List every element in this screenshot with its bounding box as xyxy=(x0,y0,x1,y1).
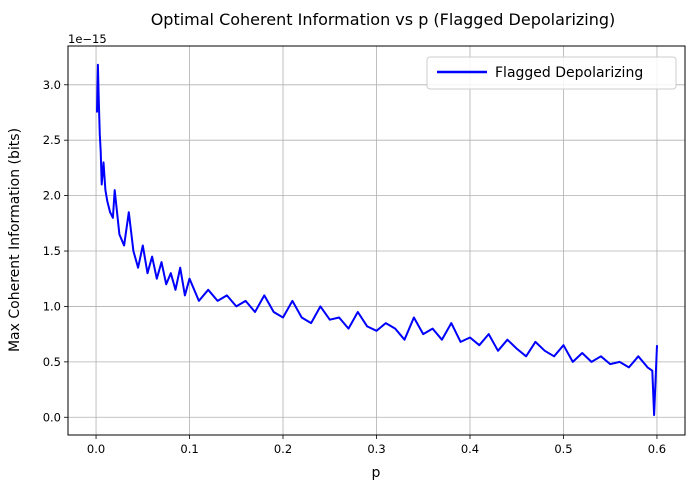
y-axis-label: Max Coherent Information (bits) xyxy=(7,128,23,352)
y-tick-label: 2.5 xyxy=(43,133,61,147)
x-tick-label: 0.5 xyxy=(554,442,572,456)
y-axis: 0.0 0.5 1.0 1.5 2.0 2.5 3.0 xyxy=(43,78,68,424)
y-tick-label: 1.5 xyxy=(43,244,61,258)
grid xyxy=(68,46,685,435)
legend-label: Flagged Depolarizing xyxy=(495,65,643,81)
y-tick-label: 3.0 xyxy=(43,78,61,92)
x-tick-label: 0.0 xyxy=(87,442,105,456)
x-tick-label: 0.2 xyxy=(274,442,292,456)
y-tick-label: 0.0 xyxy=(43,410,61,424)
y-tick-label: 2.0 xyxy=(43,189,61,203)
x-axis: 0.0 0.1 0.2 0.3 0.4 0.5 0.6 xyxy=(87,435,666,456)
legend: Flagged Depolarizing xyxy=(426,56,677,90)
y-tick-label: 0.5 xyxy=(43,355,61,369)
x-tick-label: 0.6 xyxy=(648,442,666,456)
x-tick-label: 0.1 xyxy=(180,442,198,456)
x-axis-label: p xyxy=(372,465,381,481)
y-tick-label: 1.0 xyxy=(43,299,61,313)
series-lines xyxy=(96,63,658,417)
x-tick-label: 0.3 xyxy=(367,442,385,456)
chart-title: Optimal Coherent Information vs p (Flagg… xyxy=(151,10,616,29)
series-line xyxy=(96,63,658,417)
y-offset-label: 1e−15 xyxy=(68,32,107,46)
legend-box xyxy=(426,56,677,90)
x-tick-label: 0.4 xyxy=(461,442,479,456)
